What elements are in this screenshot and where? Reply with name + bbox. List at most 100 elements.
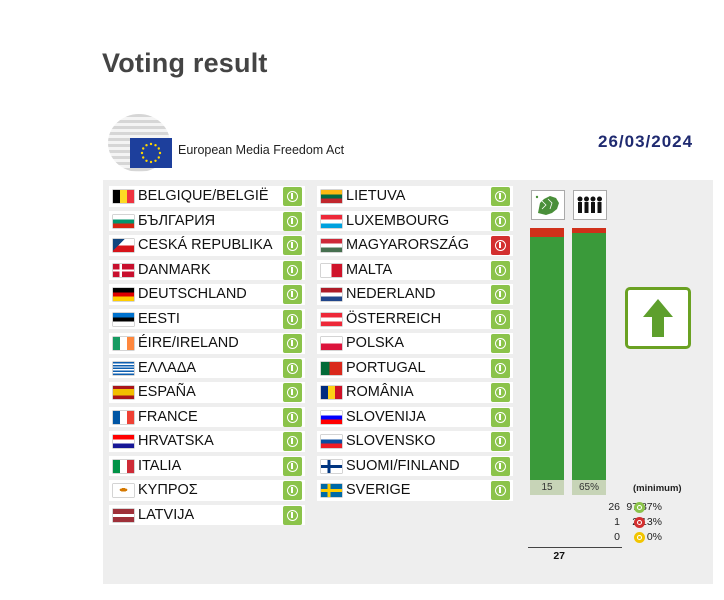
country-name: LIETUVA bbox=[346, 188, 406, 204]
vote-yes-icon bbox=[491, 432, 510, 451]
totals-divider bbox=[528, 547, 622, 548]
totals-row-yes: 2697,87% bbox=[528, 500, 698, 515]
country-name: MAGYARORSZÁG bbox=[346, 237, 469, 253]
si-flag-icon bbox=[321, 410, 342, 424]
country-row: LUXEMBOURG bbox=[317, 210, 513, 231]
totals-row-abs: 0 0% bbox=[528, 530, 698, 545]
hu-flag-icon bbox=[321, 239, 342, 252]
result-chart: 15 65% (minimum) 2697,87%12,13%0 0% 27 bbox=[528, 188, 710, 578]
at-flag-icon bbox=[321, 312, 342, 326]
member-states-yes-segment bbox=[530, 237, 564, 481]
country-row: MAGYARORSZÁG bbox=[317, 235, 513, 256]
vote-yes-icon bbox=[491, 260, 510, 280]
country-name: BELGIQUE/BELGIË bbox=[138, 188, 269, 204]
population-yes-segment bbox=[572, 233, 606, 481]
vote-yes-icon bbox=[283, 358, 302, 378]
vote-yes-icon bbox=[283, 383, 302, 402]
country-row: DEUTSCHLAND bbox=[109, 284, 305, 305]
country-name: ΕΛΛΑΔΑ bbox=[138, 359, 197, 376]
nl-flag-icon bbox=[321, 288, 342, 301]
country-name: ITALIA bbox=[138, 457, 182, 474]
member-states-threshold: 15 bbox=[530, 480, 564, 495]
country-row: FRANCE bbox=[109, 406, 305, 427]
country-name: CESKÁ REPUBLIKA bbox=[138, 237, 273, 253]
lt-flag-icon bbox=[321, 190, 342, 203]
country-list-left: BELGIQUE/BELGIË БЪЛГАРИЯ CESKÁ REPUBLIKA DA… bbox=[109, 186, 305, 529]
country-name: EESTI bbox=[138, 310, 180, 327]
vote-no-dot-icon bbox=[634, 517, 645, 528]
country-row: LATVIJA bbox=[109, 504, 305, 525]
country-name: SUOMI/FINLAND bbox=[346, 457, 460, 474]
page-title: Voting result bbox=[102, 48, 268, 78]
country-name: ROMÂNIA bbox=[346, 384, 414, 400]
se-flag-icon bbox=[321, 484, 342, 497]
voting-panel: BELGIQUE/BELGIË БЪЛГАРИЯ CESKÁ REPUBLIKA DA… bbox=[103, 180, 713, 584]
country-row: ÖSTERREICH bbox=[317, 308, 513, 329]
eu-map-icon bbox=[531, 190, 565, 220]
vote-yes-icon bbox=[283, 187, 302, 206]
country-name: MALTA bbox=[346, 261, 393, 278]
country-row: POLSKA bbox=[317, 333, 513, 354]
country-row: ÉIRE/IRELAND bbox=[109, 333, 305, 354]
act-header: European Media Freedom Act 26/03/2024 bbox=[104, 110, 724, 176]
vote-totals: 2697,87%12,13%0 0% 27 bbox=[528, 500, 698, 562]
country-row: SUOMI/FINLAND bbox=[317, 455, 513, 476]
country-row: ITALIA bbox=[109, 455, 305, 476]
vote-yes-icon bbox=[491, 481, 510, 500]
country-row: LIETUVA bbox=[317, 186, 513, 207]
country-row: SVERIGE bbox=[317, 480, 513, 501]
population-bar bbox=[572, 228, 606, 481]
country-name: POLSKA bbox=[346, 335, 405, 351]
vote-yes-icon bbox=[491, 187, 510, 206]
vote-date: 26/03/2024 bbox=[598, 132, 694, 151]
vote-yes-icon bbox=[491, 285, 510, 304]
country-name: SLOVENSKO bbox=[346, 433, 436, 449]
ro-flag-icon bbox=[321, 386, 342, 399]
hr-flag-icon bbox=[113, 435, 134, 448]
vote-abs-dot-icon bbox=[634, 532, 645, 543]
cy-flag-icon bbox=[113, 484, 134, 497]
sk-flag-icon bbox=[321, 435, 342, 448]
vote-yes-icon bbox=[283, 260, 302, 280]
vote-count: 26 bbox=[608, 501, 620, 513]
vote-yes-icon bbox=[283, 456, 302, 476]
country-row: ROMÂNIA bbox=[317, 382, 513, 403]
member-states-no-segment bbox=[530, 228, 564, 237]
it-flag-icon bbox=[113, 459, 134, 473]
adopted-arrow-icon bbox=[625, 287, 691, 349]
minimum-label: (minimum) bbox=[633, 483, 682, 494]
country-name: SVERIGE bbox=[346, 482, 411, 498]
country-row: MALTA bbox=[317, 259, 513, 280]
vote-percent: 0% bbox=[646, 531, 662, 543]
country-name: FRANCE bbox=[138, 408, 198, 425]
population-icon bbox=[573, 190, 607, 220]
ie-flag-icon bbox=[113, 337, 134, 350]
country-row: EESTI bbox=[109, 308, 305, 329]
country-row: БЪЛГАРИЯ bbox=[109, 210, 305, 231]
vote-yes-dot-icon bbox=[634, 502, 645, 513]
pt-flag-icon bbox=[321, 361, 342, 375]
vote-yes-icon bbox=[283, 211, 302, 231]
country-row: HRVATSKA bbox=[109, 431, 305, 452]
ee-flag-icon bbox=[113, 312, 134, 326]
vote-count: 1 bbox=[614, 516, 620, 528]
act-name: European Media Freedom Act bbox=[178, 143, 345, 157]
country-name: LUXEMBOURG bbox=[346, 212, 450, 229]
population-no-segment bbox=[572, 228, 606, 233]
dk-flag-icon bbox=[113, 263, 134, 277]
country-list-right: LIETUVA LUXEMBOURG MAGYARORSZÁG MALTA NEDERL… bbox=[317, 186, 513, 505]
country-name: ESPAÑA bbox=[138, 384, 196, 400]
country-name: DEUTSCHLAND bbox=[138, 286, 247, 302]
vote-count: 0 bbox=[614, 531, 620, 543]
country-name: ΚΥΠΡΟΣ bbox=[138, 482, 198, 498]
country-name: ÖSTERREICH bbox=[346, 310, 442, 327]
eu-flag-icon bbox=[130, 138, 172, 168]
pl-flag-icon bbox=[321, 337, 342, 350]
gr-flag-icon bbox=[113, 361, 134, 375]
vote-yes-icon bbox=[491, 211, 510, 231]
mt-flag-icon bbox=[321, 263, 342, 277]
country-row: ESPAÑA bbox=[109, 382, 305, 403]
vote-yes-icon bbox=[491, 334, 510, 353]
country-name: HRVATSKA bbox=[138, 433, 214, 449]
vote-yes-icon bbox=[283, 309, 302, 329]
